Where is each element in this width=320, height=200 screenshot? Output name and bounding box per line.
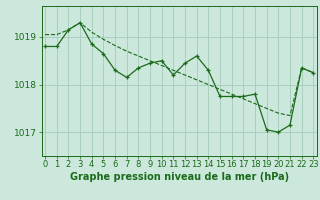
X-axis label: Graphe pression niveau de la mer (hPa): Graphe pression niveau de la mer (hPa) bbox=[70, 172, 289, 182]
